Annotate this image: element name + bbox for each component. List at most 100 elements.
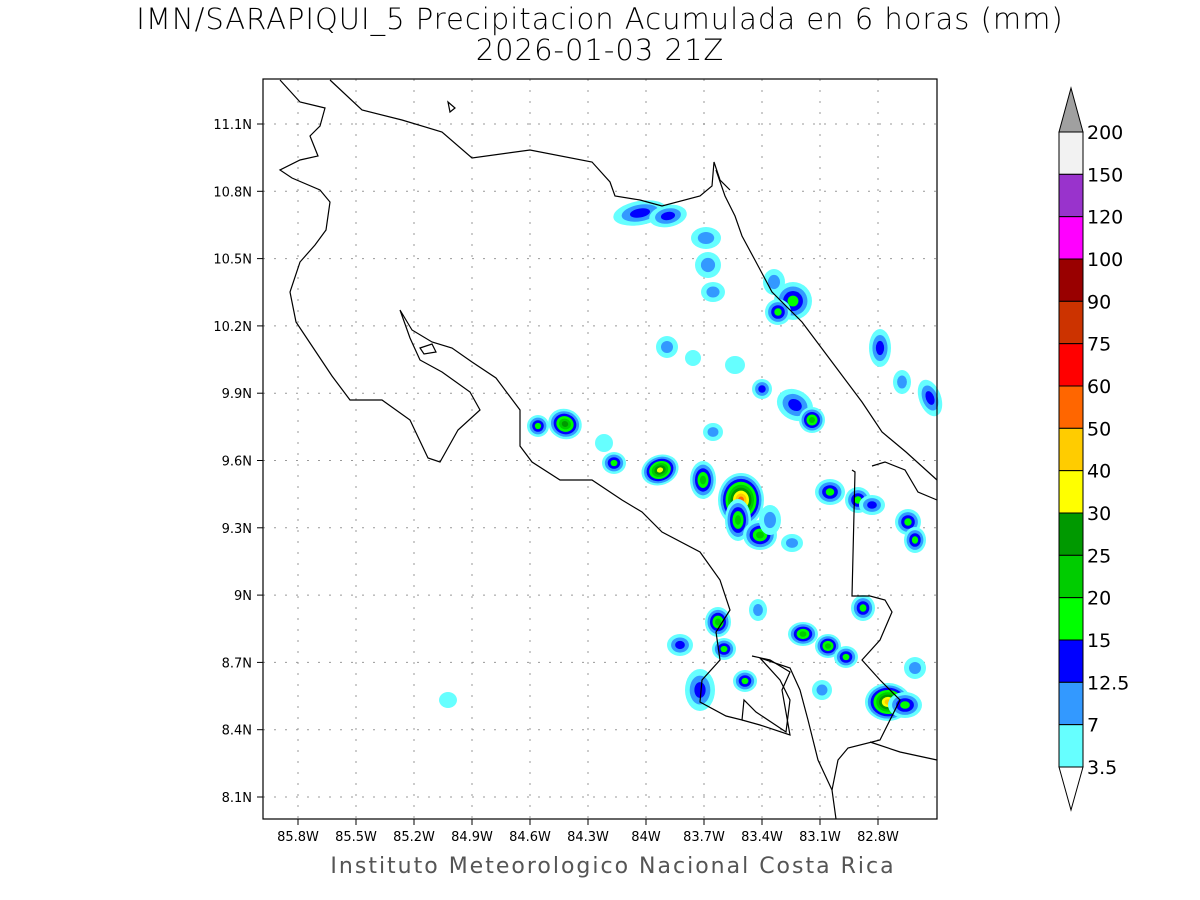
precip-cell [799,407,825,433]
precip-cell [752,379,772,399]
grid-lines [257,79,937,825]
colorbar-swatch [1058,597,1084,641]
precip-cell [749,599,767,621]
panama-pacific-coast [869,741,938,761]
precip-contour [707,427,719,437]
precip-contour [799,631,807,637]
precipitation-field [439,200,943,721]
precip-contour [786,538,798,548]
lon-label: 84.6W [509,830,551,845]
precip-contour [809,417,815,423]
lat-label: 9.9N [222,387,252,402]
precip-cell [815,634,841,658]
lon-label: 82.8W [857,830,899,845]
colorbar-label: 15 [1087,630,1111,652]
precip-contour [774,308,782,316]
precip-contour [741,677,749,685]
precip-cell [851,595,875,621]
precip-contour [706,286,720,298]
precip-contour [735,515,741,525]
precip-contour [725,356,745,374]
colorbar-label: 3.5 [1087,757,1117,779]
latitude-labels: 11.1N 10.8N 10.5N 10.2N 9.9N 9.6N 9.3N 9N 8.7N 8.… [213,118,252,806]
precip-cell [917,379,943,417]
precip-cell [691,227,721,249]
colorbar-label: 7 [1087,715,1099,737]
precip-cell [602,452,626,474]
precip-contour [867,501,877,509]
precip-contour [753,604,763,616]
precip-contour [629,208,651,218]
precip-contour [661,341,673,353]
precip-cell [859,495,885,515]
colorbar-swatch [1058,343,1084,387]
precip-contour [825,643,831,649]
precip-cell [904,527,926,553]
colorbar-label: 30 [1087,503,1111,525]
lat-label: 8.4N [222,724,252,739]
colorbar-swatch [1058,300,1084,345]
precip-contour [700,257,716,273]
precip-cell [812,680,832,700]
precip-cell [695,252,721,278]
colorbar-label: 50 [1087,418,1111,440]
precip-contour [660,211,676,221]
colorbar-swatch [1058,512,1084,556]
precip-contour [595,434,613,452]
colorbar-swatch [1058,554,1084,599]
precip-contour [758,385,766,393]
precip-cell [656,336,678,358]
lon-label: 85.2W [393,830,435,845]
precip-cell [893,370,911,394]
precip-cell [733,670,757,692]
precip-cell [701,282,725,302]
precip-cell [888,692,922,718]
precip-cell [703,423,723,441]
colorbar-label: 90 [1087,291,1111,313]
precip-cell [712,638,736,660]
precip-contour [697,232,715,244]
precip-contour [534,422,542,430]
precip-cell [781,534,803,552]
precip-contour [842,653,850,661]
precip-contour [720,645,728,653]
colorbar-label: 60 [1087,376,1111,398]
precip-contour [816,684,828,696]
precip-contour [610,459,618,467]
precip-cell [904,657,926,679]
precip-cell [765,299,791,325]
lat-label: 10.5N [213,253,252,268]
precip-cell [815,479,845,505]
colorbar-label: 20 [1087,588,1111,610]
precip-cell [690,461,716,499]
lat-label: 9.6N [222,455,252,470]
precip-contour [694,682,706,698]
precip-cell [705,607,731,637]
colorbar-label: 25 [1087,545,1111,567]
island [447,100,456,114]
precip-contour [788,398,802,412]
lon-label: 84W [631,830,661,845]
lat-label: 8.1N [222,791,252,806]
lon-label: 85.8W [277,830,319,845]
precip-cell [595,434,613,452]
precip-contour [900,701,910,709]
precip-contour [904,518,912,526]
colorbar-swatch [1058,385,1084,429]
precip-contour [787,295,799,307]
precip-contour [675,640,685,650]
precip-contour [925,391,935,405]
precip-contour [911,536,919,544]
precip-contour [685,350,701,366]
lat-label: 10.8N [213,185,252,200]
precip-cell [641,454,679,486]
lon-label: 83.4W [741,830,783,845]
colorbar: 200 150 120 100 90 75 60 50 40 30 25 20 15 12.5 7 3.5 [1058,86,1129,812]
colorbar-swatch [1058,724,1084,768]
precip-contour [897,375,907,389]
precip-contour [825,488,835,496]
caribbean-coast [715,169,938,481]
precip-contour [875,340,885,356]
lat-label: 9.3N [222,522,252,537]
precip-contour [700,475,706,485]
